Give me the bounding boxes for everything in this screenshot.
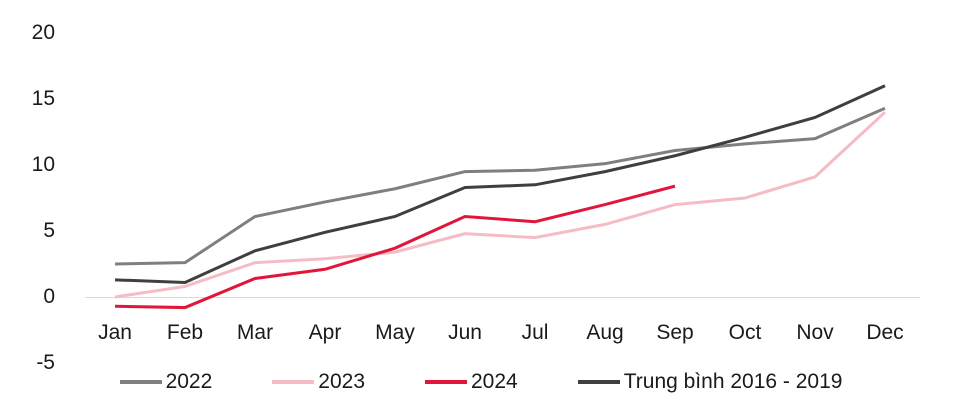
series-line-2022 xyxy=(114,106,886,266)
legend-label-average-2016-2019: Trung bình 2016 - 2019 xyxy=(623,370,843,393)
x-tick-label-sep: Sep xyxy=(656,321,694,344)
legend-swatch-2024 xyxy=(425,380,467,384)
x-tick-label-feb: Feb xyxy=(166,321,204,344)
x-tick-label-dec: Dec xyxy=(866,321,904,344)
x-tick-label-may: May xyxy=(375,321,415,344)
y-tick-label-20: 20 xyxy=(31,21,55,44)
legend-label-2023: 2023 xyxy=(318,370,365,393)
x-tick-label-jul: Jul xyxy=(521,321,549,344)
legend-item-average-2016-2019: Trung bình 2016 - 2019 xyxy=(577,369,843,395)
series-line-trung-b-nh-2016-2019 xyxy=(114,84,886,284)
y-tick-label-10: 10 xyxy=(31,153,55,176)
series-line-2024 xyxy=(114,184,676,310)
x-tick-label-jun: Jun xyxy=(448,321,482,344)
legend-swatch-2022 xyxy=(119,380,162,384)
legend-item-2022: 2022 xyxy=(119,369,213,395)
x-tick-label-mar: Mar xyxy=(236,321,274,344)
series-line-2023 xyxy=(114,111,887,299)
legend-item-2023: 2023 xyxy=(272,369,365,395)
x-tick-label-aug: Aug xyxy=(586,321,624,344)
legend-label-2024: 2024 xyxy=(471,370,518,393)
y-tick-label--5: -5 xyxy=(36,351,55,374)
x-tick-label-nov: Nov xyxy=(796,321,834,344)
legend-label-2022: 2022 xyxy=(165,370,213,393)
legend-swatch-average-2016-2019 xyxy=(577,380,620,384)
x-tick-label-oct: Oct xyxy=(728,321,762,344)
x-tick-label-jan: Jan xyxy=(98,321,132,344)
x-tick-label-apr: Apr xyxy=(308,321,342,344)
y-tick-label-0: 0 xyxy=(43,285,55,308)
y-tick-label-15: 15 xyxy=(31,87,55,110)
zero-gridline xyxy=(85,297,920,298)
legend: 2022 2023 2024 Trung bình 2016 - 2019 xyxy=(0,369,962,395)
legend-item-2024: 2024 xyxy=(425,369,518,395)
legend-swatch-2023 xyxy=(272,380,315,384)
y-tick-label-5: 5 xyxy=(43,219,55,242)
